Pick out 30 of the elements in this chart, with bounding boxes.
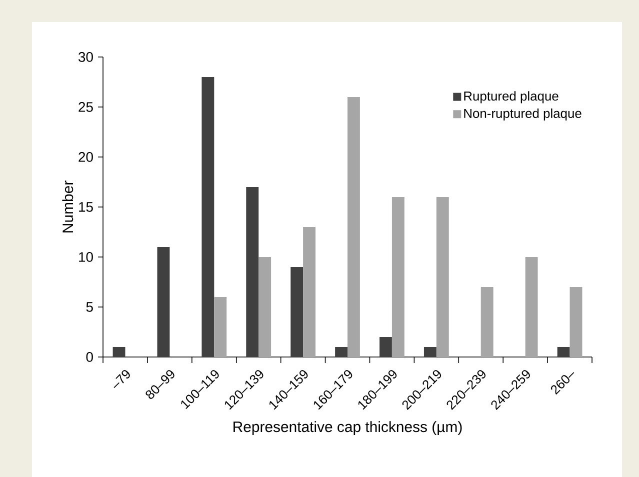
y-tick-label: 15 — [79, 202, 93, 212]
y-tick-label: 5 — [86, 302, 93, 312]
bar — [112, 346, 126, 357]
x-tick-label: –79 — [114, 370, 130, 388]
y-tick-label: 0 — [86, 352, 93, 362]
bar — [480, 286, 494, 357]
bar — [424, 346, 436, 357]
bar — [436, 196, 449, 357]
y-tick-label: 10 — [79, 252, 93, 262]
y-axis-title: Number — [62, 180, 74, 232]
bar — [525, 256, 538, 357]
bar — [348, 96, 360, 357]
bar — [214, 296, 227, 357]
bar — [557, 346, 570, 357]
y-tick-label: 25 — [78, 102, 93, 112]
bar — [392, 196, 404, 357]
legend-label: Ruptured plaque — [464, 91, 558, 104]
bar — [570, 286, 582, 357]
y-tick-label: 20 — [78, 152, 93, 162]
bar — [157, 246, 170, 357]
y-tick-label: 30 — [78, 52, 93, 62]
bar — [202, 76, 214, 357]
bar — [335, 346, 348, 357]
bar — [380, 336, 392, 357]
bar — [246, 186, 259, 357]
legend-label: Non-ruptured plaque — [464, 108, 582, 121]
x-axis-title: Representative cap thickness (µm) — [234, 421, 462, 436]
bar — [303, 226, 316, 357]
bar — [258, 256, 272, 357]
bar — [290, 266, 304, 357]
